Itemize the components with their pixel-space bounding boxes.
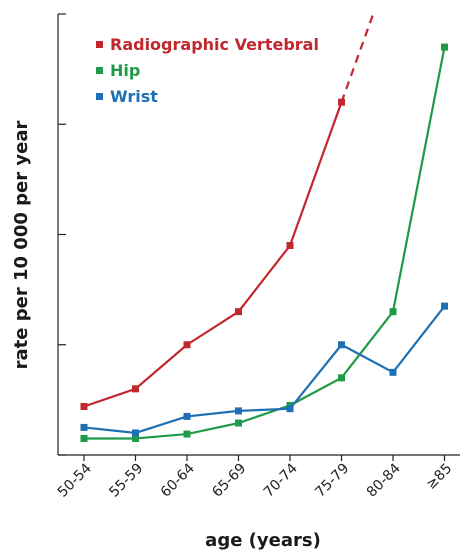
series-point-hip-3 xyxy=(235,419,242,427)
x-tick-label-6: 80-84 xyxy=(364,460,404,500)
series-point-radiographic-vertebral-4 xyxy=(286,242,294,250)
x-tick-label-4: 70-74 xyxy=(261,460,301,500)
series-point-wrist-4 xyxy=(286,405,294,413)
x-tick-label-3: 65-69 xyxy=(209,461,249,501)
series-point-hip-6 xyxy=(389,308,397,316)
series-radiographic-vertebral xyxy=(80,13,375,410)
legend: Radiographic Vertebral Hip Wrist xyxy=(96,35,319,106)
series-point-radiographic-vertebral-3 xyxy=(235,308,242,316)
series-point-wrist-2 xyxy=(183,412,191,420)
series-point-hip-5 xyxy=(338,374,345,382)
x-tick-label-5: 75-79 xyxy=(312,461,352,501)
series-wrist xyxy=(80,302,448,437)
series-point-hip-0 xyxy=(80,434,88,442)
series-point-radiographic-vertebral-5 xyxy=(338,98,345,106)
x-tick-label-1: 55-59 xyxy=(106,461,146,501)
series-layer xyxy=(80,13,448,442)
series-point-wrist-0 xyxy=(80,423,88,431)
x-axis-title: age (years) xyxy=(205,530,321,551)
series-line-hip xyxy=(84,46,446,440)
y-axis-title: rate per 10 000 per year xyxy=(11,121,32,370)
series-point-radiographic-vertebral-1 xyxy=(132,385,139,393)
legend-label-1: Hip xyxy=(110,61,140,80)
series-point-hip-7 xyxy=(441,43,448,51)
x-tick-label-0: 50-54 xyxy=(55,460,95,500)
x-tick-label-2: 60-64 xyxy=(158,460,198,500)
series-line-radiographic-vertebral xyxy=(83,101,343,408)
series-point-hip-2 xyxy=(183,430,191,438)
series-point-radiographic-vertebral-0 xyxy=(80,402,88,410)
series-point-wrist-3 xyxy=(235,407,242,415)
legend-marker-0 xyxy=(96,41,103,48)
legend-label-2: Wrist xyxy=(110,87,158,106)
series-point-wrist-1 xyxy=(132,429,139,437)
series-point-radiographic-vertebral-2 xyxy=(183,341,191,349)
series-extrapolation-radiographic-vertebral xyxy=(340,13,375,103)
axes xyxy=(57,13,460,461)
series-point-wrist-6 xyxy=(389,368,397,376)
series-point-hip-1 xyxy=(132,434,139,442)
legend-marker-2 xyxy=(96,93,103,100)
series-line-wrist xyxy=(83,305,446,435)
legend-label-0: Radiographic Vertebral xyxy=(110,35,319,54)
x-tick-labels: 50-54 55-59 60-64 65-69 70-74 75-79 80-84 ≥85 xyxy=(55,460,456,500)
series-point-wrist-5 xyxy=(338,341,345,349)
x-tick-label-7: ≥85 xyxy=(423,461,455,493)
series-point-wrist-7 xyxy=(441,302,448,310)
legend-marker-1 xyxy=(96,67,103,74)
